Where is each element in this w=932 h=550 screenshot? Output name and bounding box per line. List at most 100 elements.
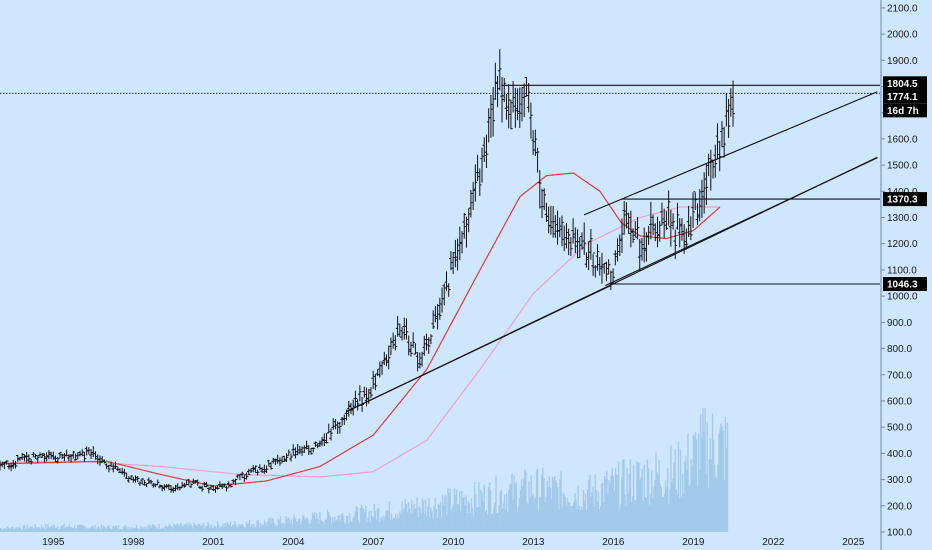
- price-bar: [122, 468, 127, 477]
- price-bar: [660, 202, 664, 226]
- price-bar: [395, 316, 400, 337]
- price-bar: [562, 225, 567, 252]
- price-bar: [458, 226, 462, 261]
- price-bar: [373, 373, 378, 391]
- price-bar: [704, 163, 709, 205]
- price-bar: [160, 485, 164, 492]
- price-bar: [18, 456, 22, 461]
- price-bar: [526, 83, 531, 113]
- price-bar: [713, 144, 718, 178]
- y-tick-label: 900.0: [887, 318, 912, 329]
- price-bar: [295, 444, 300, 456]
- price-bar: [209, 484, 213, 490]
- price-bar: [309, 447, 313, 455]
- price-bar: [722, 126, 726, 158]
- price-bar: [244, 472, 249, 480]
- price-bar: [475, 154, 480, 182]
- price-bar: [353, 390, 358, 407]
- price-bar: [620, 218, 624, 254]
- price-bar: [284, 453, 289, 463]
- price-bar: [597, 257, 602, 276]
- price-bar: [100, 456, 104, 463]
- price-bar: [98, 455, 102, 466]
- price-bar: [246, 468, 251, 476]
- price-bar: [318, 440, 322, 447]
- price-bar: [686, 205, 691, 237]
- price-bar: [249, 468, 253, 473]
- x-tick-label: 2025: [842, 537, 865, 548]
- price-bar: [69, 454, 73, 463]
- price-bar: [449, 251, 453, 271]
- price-bar: [102, 459, 107, 464]
- price-bar: [633, 221, 638, 238]
- price-bar: [24, 451, 29, 463]
- price-bar: [133, 475, 138, 483]
- price-bar: [409, 341, 413, 357]
- price-bar: [271, 457, 276, 464]
- price-bar: [644, 232, 649, 262]
- price-bar: [729, 88, 733, 117]
- price-bar: [393, 335, 398, 351]
- price-bar: [720, 120, 724, 148]
- price-bar: [680, 218, 684, 241]
- price-bar: [697, 189, 702, 222]
- price-bar: [315, 443, 320, 449]
- price-bar: [495, 75, 500, 108]
- price-bar: [300, 446, 304, 456]
- price-bar: [455, 238, 460, 271]
- price-bar: [418, 352, 422, 369]
- price-bar: [189, 483, 193, 488]
- price-bar: [589, 228, 593, 260]
- price-bar: [451, 252, 455, 275]
- price-bar: [662, 208, 666, 239]
- price-bar: [431, 310, 435, 330]
- price-bar: [93, 451, 98, 460]
- price-bar: [491, 87, 495, 137]
- price-bar: [462, 213, 467, 239]
- y-tick-label: 1600.0: [887, 134, 918, 145]
- price-bar: [677, 218, 682, 248]
- price-bar: [691, 192, 695, 228]
- price-bar: [731, 80, 735, 127]
- axes-layer: 100.0 200.0 300.0 400.0 500.0 600.0 700.0 800.0…: [42, 0, 918, 550]
- price-bar: [22, 454, 27, 462]
- price-bar: [322, 433, 327, 447]
- x-tick-label: 1998: [122, 537, 145, 548]
- price-bar: [500, 76, 504, 123]
- price-bar: [555, 210, 560, 245]
- price-bar: [675, 202, 680, 230]
- price-bar: [173, 484, 178, 492]
- price-bar: [151, 482, 156, 488]
- price-bar: [129, 475, 133, 481]
- price-bar: [609, 270, 613, 291]
- price-bar: [391, 332, 395, 349]
- price-bar: [155, 479, 160, 486]
- price-bar: [493, 62, 498, 101]
- price-bar: [478, 168, 482, 196]
- price-bar: [293, 447, 298, 459]
- price-bar: [646, 226, 651, 245]
- price-bar: [87, 447, 91, 455]
- price-bar: [502, 77, 507, 103]
- x-tick-label: 2019: [682, 537, 705, 548]
- price-bar: [489, 94, 493, 138]
- price-bar: [89, 449, 93, 460]
- price-bar: [333, 418, 338, 430]
- price-bar: [575, 229, 580, 259]
- price-bar: [569, 237, 573, 257]
- price-bar: [542, 188, 547, 211]
- price-bar: [258, 464, 262, 470]
- price-bar: [440, 287, 444, 313]
- price-bar: [238, 474, 242, 481]
- moving-average-layer: [0, 172, 721, 487]
- price-bar: [20, 453, 25, 461]
- price-bar: [420, 351, 424, 367]
- x-tick-label: 2022: [762, 537, 785, 548]
- price-bar: [482, 137, 487, 163]
- price-bar: [535, 147, 540, 173]
- y-tick-label: 1900.0: [887, 56, 918, 67]
- price-bar: [522, 83, 527, 118]
- price-bar: [11, 459, 16, 469]
- price-bar: [635, 217, 640, 240]
